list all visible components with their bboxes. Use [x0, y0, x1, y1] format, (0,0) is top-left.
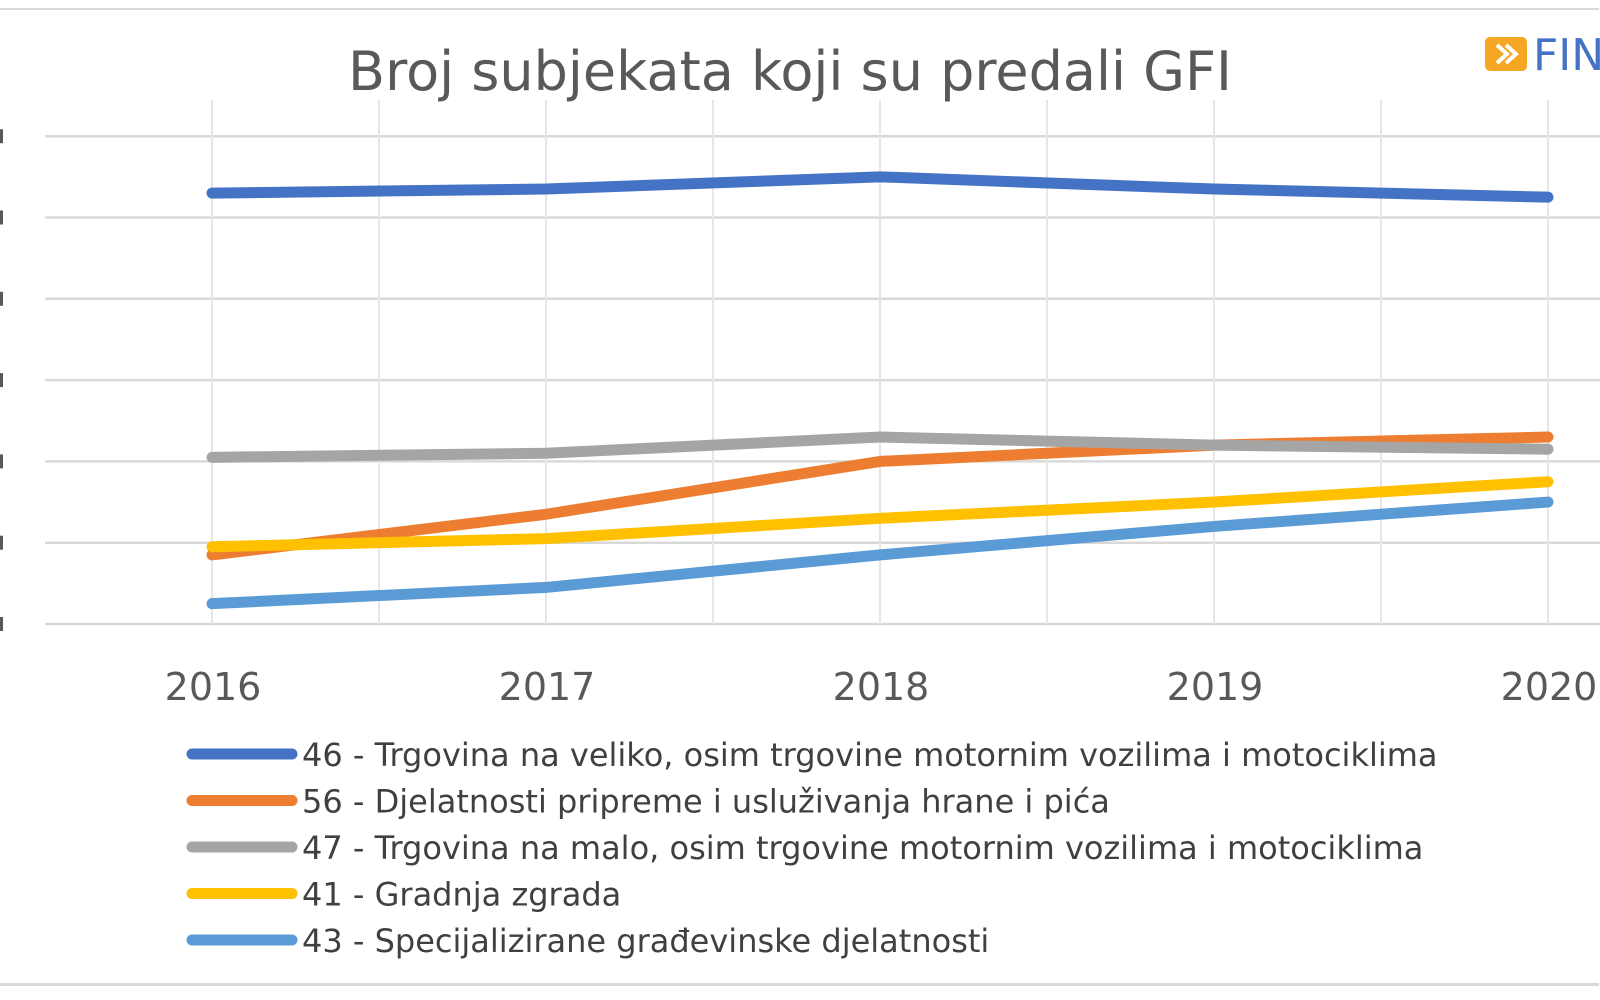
y-tick-label-clipped [0, 129, 3, 144]
y-tick-label-clipped [0, 617, 3, 631]
logo-text: FIN [1533, 30, 1600, 81]
x-tick-label: 2020 [1501, 665, 1598, 709]
x-tick-label: 2019 [1167, 665, 1264, 709]
y-tick-label-clipped [0, 210, 3, 225]
legend-label: 43 - Specijalizirane građevinske djelatn… [302, 922, 989, 960]
legend-label: 46 - Trgovina na veliko, osim trgovine m… [302, 736, 1438, 774]
x-tick-label: 2016 [165, 665, 262, 709]
legend-label: 47 - Trgovina na malo, osim trgovine mot… [302, 829, 1423, 867]
fina-logo: FIN [1485, 30, 1600, 81]
legend-label: 41 - Gradnja zgrada [302, 876, 621, 914]
legend: 46 - Trgovina na veliko, osim trgovine m… [186, 736, 1438, 960]
y-tick-label-clipped [0, 535, 3, 550]
fina-arrow-icon-glyph [1495, 43, 1519, 65]
y-tick-label-clipped [0, 373, 3, 388]
x-tick-label: 2018 [833, 665, 930, 709]
x-tick-label: 2017 [499, 665, 596, 709]
legend-label: 56 - Djelatnosti pripreme i usluživanja … [302, 783, 1110, 821]
y-tick-label-clipped [0, 454, 3, 469]
chart-title: Broj subjekata koji su predali GFI [348, 40, 1232, 103]
y-tick-label-clipped [0, 291, 3, 306]
x-axis: 2016 2017 2018 2019 2020 [165, 665, 1598, 709]
series-lines [206, 171, 1554, 610]
